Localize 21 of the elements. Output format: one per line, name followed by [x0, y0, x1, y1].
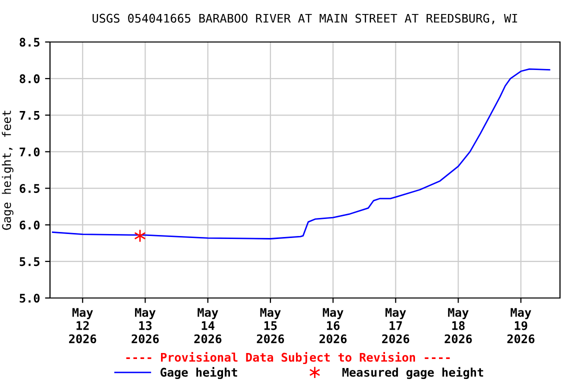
x-tick-label: May 16 2026 — [319, 308, 347, 344]
y-tick-label: 7.0 — [20, 147, 40, 156]
x-tick-label: May 18 2026 — [444, 308, 472, 344]
y-tick-label: 8.5 — [20, 38, 40, 47]
y-axis-title: Gage height, feet — [2, 110, 14, 230]
y-tick-label: 6.5 — [20, 184, 40, 193]
x-tick-label: May 12 2026 — [69, 308, 96, 344]
y-tick-label: 5.5 — [20, 257, 40, 266]
legend-label: Gage height — [160, 366, 238, 380]
x-tick-label: May 13 2026 — [132, 308, 159, 344]
y-tick-label: 5.0 — [20, 294, 40, 303]
y-tick-label: 8.0 — [20, 74, 40, 84]
x-tick-label: May 19 2026 — [507, 308, 534, 344]
x-tick-label: May 15 2026 — [256, 308, 284, 344]
x-tick-label: May 17 2026 — [382, 308, 410, 344]
y-tick-label: 7.5 — [20, 111, 40, 120]
chart-title: USGS 054041665 BARABOO RIVER AT MAIN STREET AT REEDSBURG, WI — [92, 14, 518, 24]
legend-label: Measured gage height — [342, 366, 484, 380]
text: ---- Provisional Data Subject to Revision ---- — [126, 352, 450, 364]
y-tick-label: 6.0 — [20, 220, 40, 230]
x-tick-label: May 14 2026 — [194, 308, 222, 344]
